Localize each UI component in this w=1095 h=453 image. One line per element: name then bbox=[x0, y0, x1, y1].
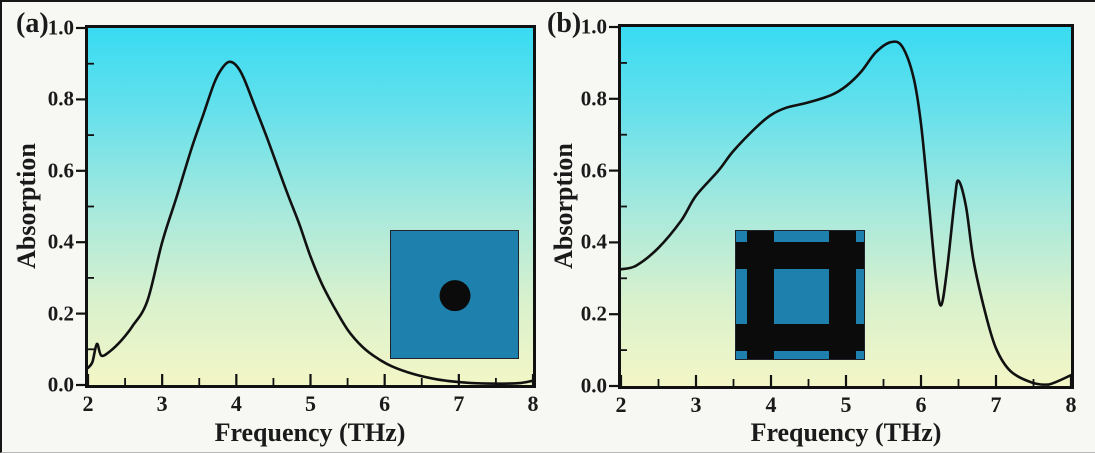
x-axis-title-a: Frequency (THz) bbox=[214, 418, 406, 447]
panel-label-a: (a) bbox=[16, 8, 49, 39]
x-tick-label: 2 bbox=[82, 391, 94, 416]
x-tick-label: 6 bbox=[915, 392, 927, 417]
y-tick-label: 1.0 bbox=[47, 15, 74, 40]
x-tick-label: 8 bbox=[1065, 392, 1077, 417]
y-tick-label: 0.6 bbox=[47, 158, 74, 183]
y-tick-label: 0.8 bbox=[580, 86, 607, 111]
x-axis-title-b: Frequency (THz) bbox=[750, 418, 942, 447]
y-tick-label: 0.6 bbox=[580, 158, 607, 183]
y-tick-label: 0.0 bbox=[580, 373, 607, 398]
x-tick-label: 4 bbox=[230, 391, 242, 416]
grid-bar-horizontal-bottom bbox=[736, 323, 864, 352]
x-tick-label: 5 bbox=[305, 391, 316, 416]
x-tick-label: 7 bbox=[453, 391, 465, 416]
panel-label-b: (b) bbox=[547, 8, 582, 39]
y-tick-label: 0.2 bbox=[580, 301, 607, 326]
x-tick-label: 7 bbox=[990, 392, 1002, 417]
inset-unit-cell-disk bbox=[390, 230, 519, 359]
absorption-curve-b bbox=[619, 40, 1073, 386]
x-tick-label: 3 bbox=[690, 392, 702, 417]
metal-disk-icon bbox=[439, 279, 470, 311]
y-tick-label: 0.4 bbox=[47, 229, 74, 254]
y-axis-title-b: Absorption bbox=[549, 143, 578, 269]
chart-svg-a bbox=[76, 26, 535, 387]
chart-svg-b bbox=[609, 25, 1073, 388]
x-tick-label: 8 bbox=[527, 391, 539, 416]
x-tick-label: 2 bbox=[615, 392, 627, 417]
x-tick-label: 3 bbox=[156, 391, 168, 416]
absorption-curve-a bbox=[86, 60, 535, 385]
plot-area-b: 2 3 4 5 6 7 8 0.0 0.2 0.4 0.6 0.8 1.0 bbox=[581, 16, 1077, 416]
y-tick-label: 1.0 bbox=[580, 14, 607, 39]
grid-bar-horizontal-top bbox=[736, 241, 864, 270]
x-tick-label: 4 bbox=[765, 392, 777, 417]
y-tick-label: 0.0 bbox=[47, 372, 74, 397]
inset-unit-cell-grid bbox=[735, 230, 865, 360]
x-tick-label: 5 bbox=[840, 392, 852, 417]
y-axis-title-a: Absorption bbox=[12, 143, 41, 269]
y-tick-label: 0.4 bbox=[580, 229, 607, 254]
y-tick-label: 0.2 bbox=[47, 301, 74, 326]
x-tick-label: 6 bbox=[379, 391, 391, 416]
y-tick-label: 0.8 bbox=[47, 86, 74, 111]
plot-area-a: 2 3 4 5 6 7 8 0.0 0.2 0.4 0.6 0.8 1.0 bbox=[48, 17, 539, 415]
